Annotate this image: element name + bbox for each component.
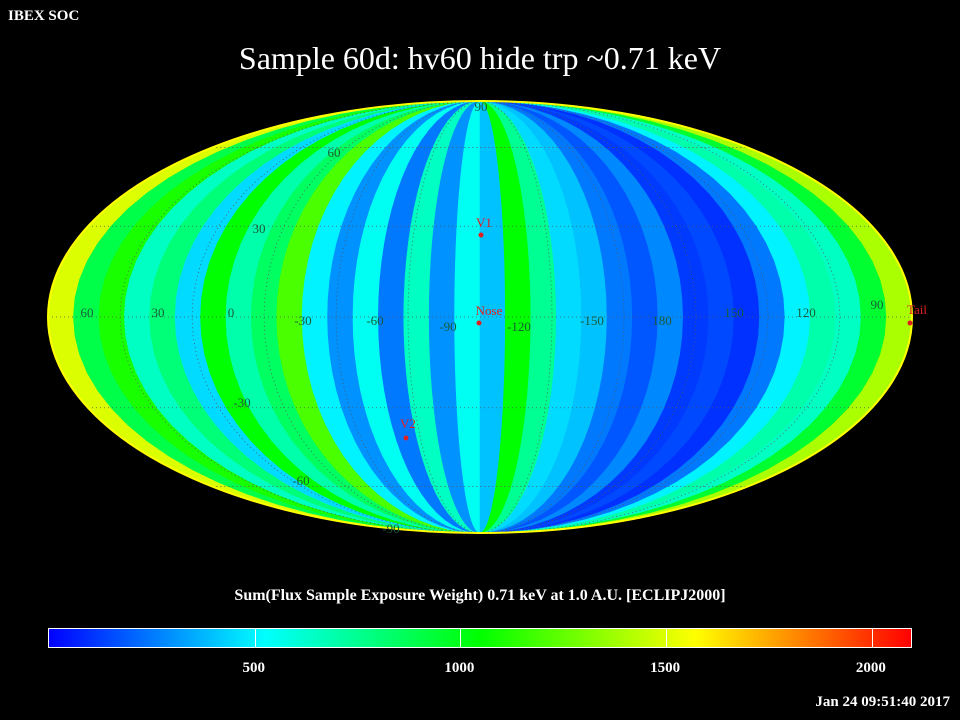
longitude-label: -90 [439,319,456,334]
colorbar-tick-label: 500 [242,660,265,676]
map-outline [47,100,913,534]
marker-label: Nose [476,303,503,318]
longitude-label: -60 [366,313,383,328]
colorbar-tick [871,629,873,647]
markers: V1 Nose V2 Tail [400,215,927,441]
marker-point [478,232,484,238]
header-label: IBEX SOC [8,8,80,24]
graticule [48,101,912,533]
colorbar-title: Sum(Flux Sample Exposure Weight) 0.71 ke… [234,587,726,604]
latitude-labels: 90 60 30 -30 -60 -90 [233,99,487,536]
marker-point [403,435,409,441]
longitude-label: 90 [871,297,884,312]
colorbar-tick [460,629,462,647]
longitude-label: -30 [294,313,311,328]
timestamp: Jan 24 09:51:40 2017 [815,694,950,710]
marker-point [907,320,913,326]
longitude-label: 150 [724,305,744,320]
longitude-label: 60 [81,305,94,320]
latitude-label: 60 [328,145,341,160]
colorbar-tick [666,629,668,647]
marker-label: Tail [907,302,927,317]
colorbar-tick-label: 2000 [855,660,886,676]
longitude-labels: 60 30 0 -30 -60 -90 -120 -150 180 150 120 90 [81,297,884,334]
longitude-label: 30 [152,305,165,320]
colorbar-tick-label: 1500 [650,660,681,676]
latitude-label: -90 [382,521,399,536]
latitude-label: 90 [475,99,488,114]
latitude-label: -30 [233,395,250,410]
longitude-label: -120 [507,319,531,334]
latitude-label: -60 [292,473,309,488]
colorbar-tick-label: 1000 [444,660,475,676]
sky-map: 60 30 0 -30 -60 -90 -120 -150 180 150 120 90 90 60 30… [47,99,927,536]
marker-label: V1 [476,215,492,230]
chart-title: Sample 60d: hv60 hide trp ~0.71 keV [238,40,722,76]
longitude-label: -150 [580,313,604,328]
marker-point [476,320,482,326]
longitude-label: 0 [228,305,235,320]
longitude-label: 120 [796,305,816,320]
colorbar [48,628,912,648]
longitude-label: 180 [652,313,672,328]
latitude-label: 30 [253,221,266,236]
marker-label: V2 [400,416,416,431]
colorbar-tick [254,629,256,647]
